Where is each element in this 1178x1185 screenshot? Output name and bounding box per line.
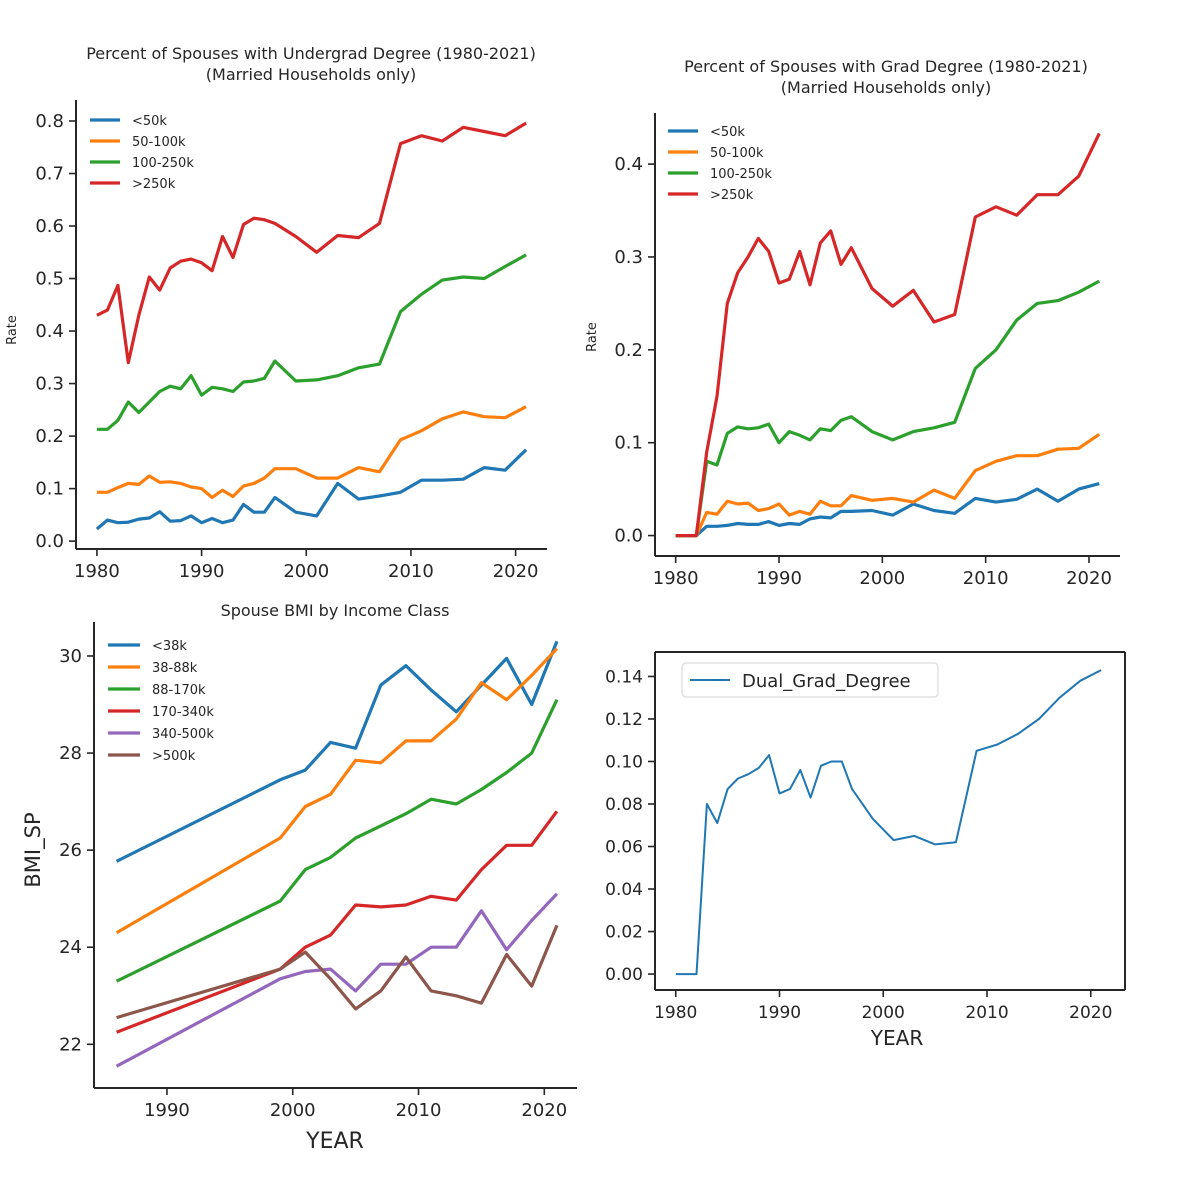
x-tick-label: 2010 [965, 1003, 1008, 1023]
legend-label: 170-340k [152, 705, 214, 720]
x-tick-label: 1990 [179, 561, 225, 582]
series-line-1 [675, 669, 1102, 976]
x-tick-label: 2000 [862, 1003, 905, 1023]
y-tick-label: 0.12 [605, 710, 643, 730]
series-line-3 [675, 279, 1101, 538]
x-tick-label: 2000 [859, 568, 905, 589]
series-line-2 [115, 647, 559, 935]
y-tick-label: 0.1 [35, 479, 64, 500]
y-tick-label: 0.4 [614, 154, 643, 175]
series-line-5 [115, 892, 559, 1068]
legend-label: >250k [710, 188, 754, 203]
legend-label: <50k [132, 114, 167, 129]
legend-label: 50-100k [710, 146, 764, 161]
x-tick-label: 1980 [74, 561, 120, 582]
y-axis-label: Rate [5, 315, 20, 345]
x-tick-label: 1980 [654, 1003, 697, 1023]
chart-title: (Married Households only) [781, 78, 991, 97]
x-tick-label: 2010 [388, 561, 434, 582]
series-line-1 [95, 448, 528, 531]
x-tick-label: 1990 [756, 568, 802, 589]
y-tick-label: 0.08 [605, 795, 643, 815]
y-tick-label: 0.10 [605, 752, 643, 772]
x-axis-label: YEAR [870, 1026, 924, 1050]
y-axis-label: BMI_SP [21, 812, 46, 887]
legend: <50k 50-100k 100-250k >250k [668, 125, 772, 203]
legend-label: <38k [152, 639, 187, 654]
x-tick-label: 2000 [283, 561, 329, 582]
y-tick-label: 22 [59, 1034, 82, 1055]
y-tick-label: 0.3 [35, 374, 64, 395]
y-tick-label: 24 [59, 937, 82, 958]
series-line-2 [675, 432, 1101, 538]
y-tick-label: 0.04 [605, 880, 643, 900]
x-tick-label: 1990 [144, 1100, 190, 1121]
series-line-3 [96, 253, 527, 431]
series-line-1 [115, 640, 559, 863]
y-tick-label: 0.6 [35, 216, 64, 237]
y-tick-label: 0.5 [35, 269, 64, 290]
x-tick-label: 2020 [1066, 568, 1112, 589]
x-tick-label: 1990 [758, 1003, 801, 1023]
x-axis-label: YEAR [305, 1129, 364, 1154]
series-line-4 [96, 121, 527, 365]
y-tick-label: 26 [59, 840, 82, 861]
legend: <50k 50-100k 100-250k >250k [90, 114, 194, 192]
chart-title: Percent of Spouses with Grad Degree (198… [684, 57, 1088, 76]
y-tick-label: 0.0 [35, 531, 64, 552]
x-tick-label: 2000 [270, 1100, 316, 1121]
legend-frame [681, 662, 939, 698]
x-tick-label: 1980 [653, 568, 699, 589]
legend-label: 100-250k [710, 167, 772, 182]
x-tick-label: 2010 [396, 1100, 442, 1121]
y-tick-label: 0.02 [605, 923, 643, 943]
chart-title: Spouse BMI by Income Class [221, 601, 450, 620]
y-tick-label: 0.4 [35, 321, 64, 342]
y-tick-label: 0.7 [35, 164, 64, 185]
y-tick-label: 0.0 [614, 526, 643, 547]
series-line-4 [116, 810, 559, 1034]
legend-label: <50k [710, 125, 745, 140]
x-tick-label: 2020 [1069, 1003, 1112, 1023]
legend-label: >500k [152, 749, 196, 764]
y-tick-label: 0.14 [605, 667, 643, 687]
y-tick-label: 28 [59, 743, 82, 764]
y-tick-label: 30 [59, 646, 82, 667]
legend-label: 100-250k [132, 156, 194, 171]
x-tick-label: 2020 [521, 1100, 567, 1121]
y-tick-label: 0.8 [35, 111, 64, 132]
legend-label: Dual_Grad_Degree [742, 671, 911, 692]
legend: Dual_Grad_Degree [681, 662, 939, 698]
subplot-2: 1980 1990 2000 2010 2020 0.0 0.1 0.2 0.3 0.4 <50k 5… [585, 57, 1120, 589]
series-line-2 [96, 405, 527, 500]
x-tick-label: 2010 [963, 568, 1009, 589]
subplot-1: 1980 1990 2000 2010 2020 0.0 0.1 0.2 0.3 0.4 0.5 0.… [5, 44, 547, 582]
y-tick-label: 0.2 [35, 426, 64, 447]
subplot-4: 1980 1990 2000 2010 2020 0.00 0.02 0.04 0.06 0.08… [605, 651, 1126, 1050]
series-line-6 [116, 924, 559, 1020]
legend-label: 38-88k [152, 661, 198, 676]
series-line-4 [675, 132, 1101, 538]
chart-title: Percent of Spouses with Undergrad Degree… [86, 44, 536, 63]
legend-label: 340-500k [152, 727, 214, 742]
y-axis-label: Rate [585, 322, 600, 352]
y-tick-label: 0.06 [605, 838, 643, 858]
legend-label: 88-170k [152, 683, 206, 698]
x-tick-label: 2020 [493, 561, 539, 582]
y-tick-label: 0.00 [605, 965, 643, 985]
y-tick-label: 0.2 [614, 340, 643, 361]
legend-label: 50-100k [132, 135, 186, 150]
y-tick-label: 0.1 [614, 433, 643, 454]
legend-label: >250k [132, 177, 176, 192]
y-tick-label: 0.3 [614, 247, 643, 268]
subplot-3: 1990 2000 2010 2020 22 24 26 28 30 <38k 38-88k 88-1… [21, 601, 577, 1154]
legend: <38k 38-88k 88-170k 170-340k 340-500k >500k [108, 639, 214, 764]
chart-title: (Married Households only) [206, 65, 416, 84]
series-line-3 [115, 699, 559, 983]
series-line-1 [675, 482, 1100, 538]
